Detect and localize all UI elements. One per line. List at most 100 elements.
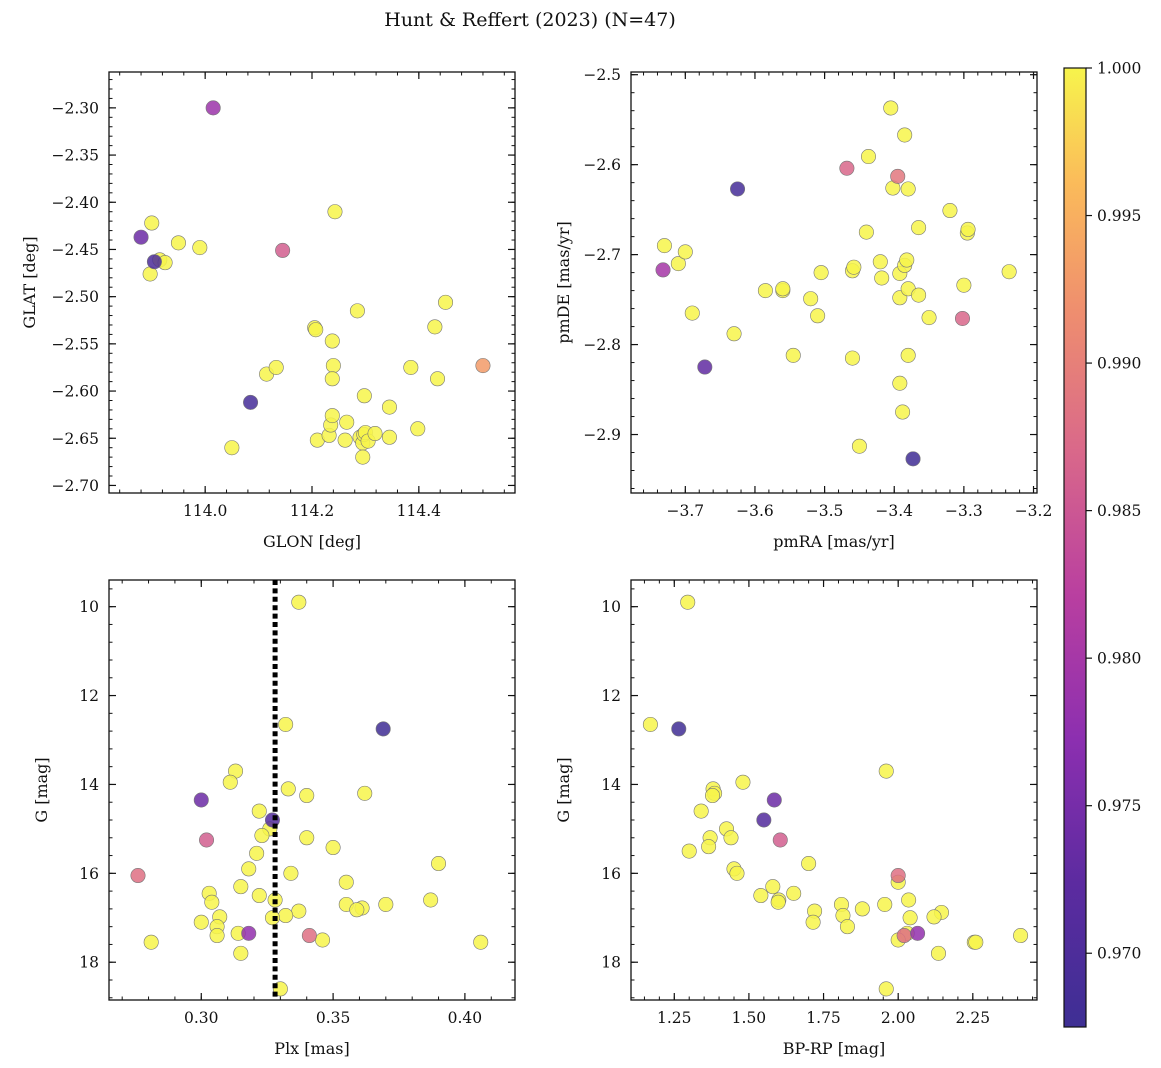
data-point bbox=[299, 788, 315, 804]
data-point bbox=[381, 399, 397, 415]
data-point bbox=[367, 426, 383, 442]
x-axis-label: pmRA [mas/yr] bbox=[773, 532, 895, 551]
data-point bbox=[403, 359, 419, 375]
y-axis-label: GLAT [deg] bbox=[20, 236, 39, 328]
y-tick-label: −2.45 bbox=[52, 241, 100, 259]
data-point bbox=[895, 404, 911, 420]
data-point bbox=[224, 440, 240, 456]
y-tick-label: −2.65 bbox=[52, 430, 100, 448]
data-point bbox=[874, 270, 890, 286]
x-tick-label: −3.2 bbox=[1015, 502, 1053, 520]
data-point bbox=[192, 240, 208, 256]
data-point bbox=[772, 832, 788, 848]
data-point bbox=[241, 861, 257, 877]
data-point bbox=[243, 394, 259, 410]
colorbar-tick-label: 0.970 bbox=[1097, 945, 1141, 963]
data-point bbox=[291, 903, 307, 919]
data-point bbox=[473, 934, 489, 950]
y-tick-label: −2.60 bbox=[52, 383, 100, 401]
data-point bbox=[431, 856, 447, 872]
data-point bbox=[438, 294, 454, 310]
data-point bbox=[325, 358, 341, 374]
data-point bbox=[337, 432, 353, 448]
data-point bbox=[883, 100, 899, 116]
y-tick-label: 10 bbox=[79, 598, 99, 616]
data-point bbox=[291, 594, 307, 610]
data-point bbox=[892, 375, 908, 391]
data-point bbox=[890, 868, 906, 884]
data-point bbox=[839, 919, 855, 935]
data-point bbox=[338, 874, 354, 890]
colorbar-tick-label: 0.990 bbox=[1097, 355, 1141, 373]
data-point bbox=[905, 451, 921, 467]
data-point bbox=[209, 928, 225, 944]
y-tick-label: 10 bbox=[601, 598, 621, 616]
data-point bbox=[757, 283, 773, 299]
data-point bbox=[899, 252, 915, 268]
data-point bbox=[1001, 264, 1017, 280]
data-point bbox=[324, 408, 340, 424]
data-point bbox=[775, 281, 791, 297]
data-point bbox=[251, 888, 267, 904]
y-tick-label: 14 bbox=[601, 776, 621, 794]
data-point bbox=[170, 235, 186, 251]
data-point bbox=[942, 203, 958, 219]
data-point bbox=[301, 928, 317, 944]
data-point bbox=[765, 879, 781, 895]
data-point bbox=[766, 792, 782, 808]
data-point bbox=[233, 945, 249, 961]
data-point bbox=[693, 803, 709, 819]
data-point bbox=[921, 310, 937, 326]
data-point bbox=[954, 310, 970, 326]
data-point bbox=[249, 845, 265, 861]
axes-frame bbox=[630, 579, 1038, 1001]
data-point bbox=[813, 265, 829, 281]
y-axis-label: G [mag] bbox=[32, 757, 51, 822]
y-tick-label: 14 bbox=[79, 776, 99, 794]
data-point bbox=[670, 256, 686, 272]
x-tick-label: −3.5 bbox=[806, 502, 844, 520]
x-tick-label: 114.0 bbox=[183, 502, 227, 520]
y-tick-label: 12 bbox=[601, 687, 621, 705]
data-point bbox=[897, 127, 913, 143]
data-point bbox=[854, 901, 870, 917]
data-point bbox=[729, 865, 745, 881]
data-point bbox=[858, 224, 874, 240]
data-point bbox=[697, 359, 713, 375]
data-point bbox=[704, 788, 720, 804]
data-point bbox=[325, 840, 341, 856]
data-point bbox=[315, 932, 331, 948]
axes-frame bbox=[108, 71, 516, 494]
data-point bbox=[146, 254, 162, 270]
x-tick-label: −3.4 bbox=[875, 502, 913, 520]
data-point bbox=[233, 879, 249, 895]
data-point bbox=[410, 421, 426, 437]
axes-frame bbox=[108, 579, 516, 1001]
data-point bbox=[423, 892, 439, 908]
data-point bbox=[324, 333, 340, 349]
y-tick-label: −2.5 bbox=[583, 66, 621, 84]
y-tick-label: −2.30 bbox=[52, 99, 100, 117]
data-point bbox=[327, 204, 343, 220]
x-tick-label: 2.25 bbox=[956, 1009, 991, 1027]
data-point bbox=[851, 438, 867, 454]
y-tick-label: −2.40 bbox=[52, 194, 100, 212]
data-point bbox=[839, 160, 855, 176]
data-point bbox=[860, 149, 876, 165]
data-point bbox=[786, 885, 802, 901]
data-point bbox=[280, 781, 296, 797]
colorbar: 0.970 0.975 0.980 0.985 0.990 0.995 1.000 bbox=[1063, 60, 1141, 1028]
data-point bbox=[801, 856, 817, 872]
data-point bbox=[193, 914, 209, 930]
data-point bbox=[133, 229, 149, 245]
x-tick-label: −3.6 bbox=[736, 502, 774, 520]
data-point bbox=[278, 716, 294, 732]
data-point bbox=[378, 896, 394, 912]
data-point bbox=[900, 347, 916, 363]
data-point bbox=[355, 449, 371, 465]
x-tick-label: −3.3 bbox=[945, 502, 983, 520]
data-point bbox=[308, 322, 324, 338]
y-tick-label: 18 bbox=[601, 954, 621, 972]
data-point bbox=[846, 259, 862, 275]
